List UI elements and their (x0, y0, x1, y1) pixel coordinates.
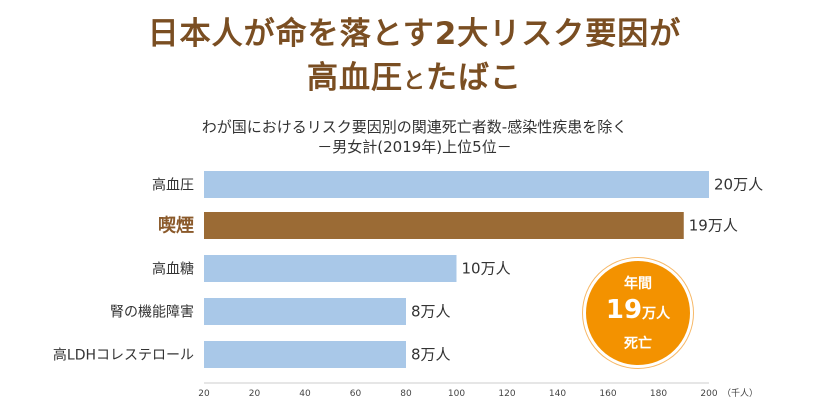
category-label-3: 腎の機能障害 (110, 305, 194, 321)
x-tick-label-10: 200 (700, 389, 717, 399)
chart-subtitle-line1: わが国におけるリスク要因別の関連死亡者数-感染性疾患を除く (201, 118, 628, 136)
title-hypertension: 高血圧 (306, 60, 403, 96)
chart-subtitle-line2: －男女計(2019年)上位5位－ (317, 138, 512, 156)
x-tick-label-0: 20 (198, 389, 210, 399)
bar-3 (204, 298, 406, 325)
badge-number-value: 19 (605, 295, 643, 325)
value-label-1: 19万人 (689, 217, 738, 235)
x-axis-unit: （千人） (722, 388, 758, 399)
title-tobacco: たばこ (426, 60, 522, 96)
x-tick-label-6: 120 (498, 389, 515, 399)
category-label-2: 高血糖 (152, 261, 194, 278)
category-label-0: 高血圧 (152, 177, 194, 194)
x-tick-label-2: 40 (299, 389, 311, 399)
badge-number: 19万人 (586, 295, 690, 325)
x-tick-label-1: 20 (249, 389, 261, 399)
bar-2 (204, 255, 457, 282)
badge-label-deaths: 死亡 (624, 336, 652, 352)
chart-title-line1: 日本人が命を落とす2大リスク要因が (147, 16, 682, 52)
bar-1 (204, 212, 684, 239)
badge-number-unit: 万人 (642, 306, 671, 322)
title-particle: と (402, 69, 426, 94)
chart-title-line2: 高血圧とたばこ (0, 52, 829, 97)
value-label-2: 10万人 (462, 260, 511, 278)
category-label-1: 喫煙 (158, 215, 194, 237)
x-tick-label-5: 100 (448, 389, 465, 399)
x-tick-label-9: 180 (650, 389, 667, 399)
annual-deaths-badge: 年間 19万人 死亡 (583, 258, 693, 368)
value-label-4: 8万人 (411, 346, 451, 364)
x-tick-label-4: 80 (400, 389, 412, 399)
x-tick-label-7: 140 (549, 389, 566, 399)
x-tick-label-8: 160 (599, 389, 616, 399)
value-label-3: 8万人 (411, 303, 451, 321)
badge-label-annual: 年間 (624, 276, 652, 292)
category-label-4: 高LDHコレステロール (53, 347, 194, 364)
x-tick-label-3: 60 (350, 389, 362, 399)
bar-4 (204, 341, 406, 368)
bar-0 (204, 171, 709, 198)
value-label-0: 20万人 (714, 176, 763, 194)
